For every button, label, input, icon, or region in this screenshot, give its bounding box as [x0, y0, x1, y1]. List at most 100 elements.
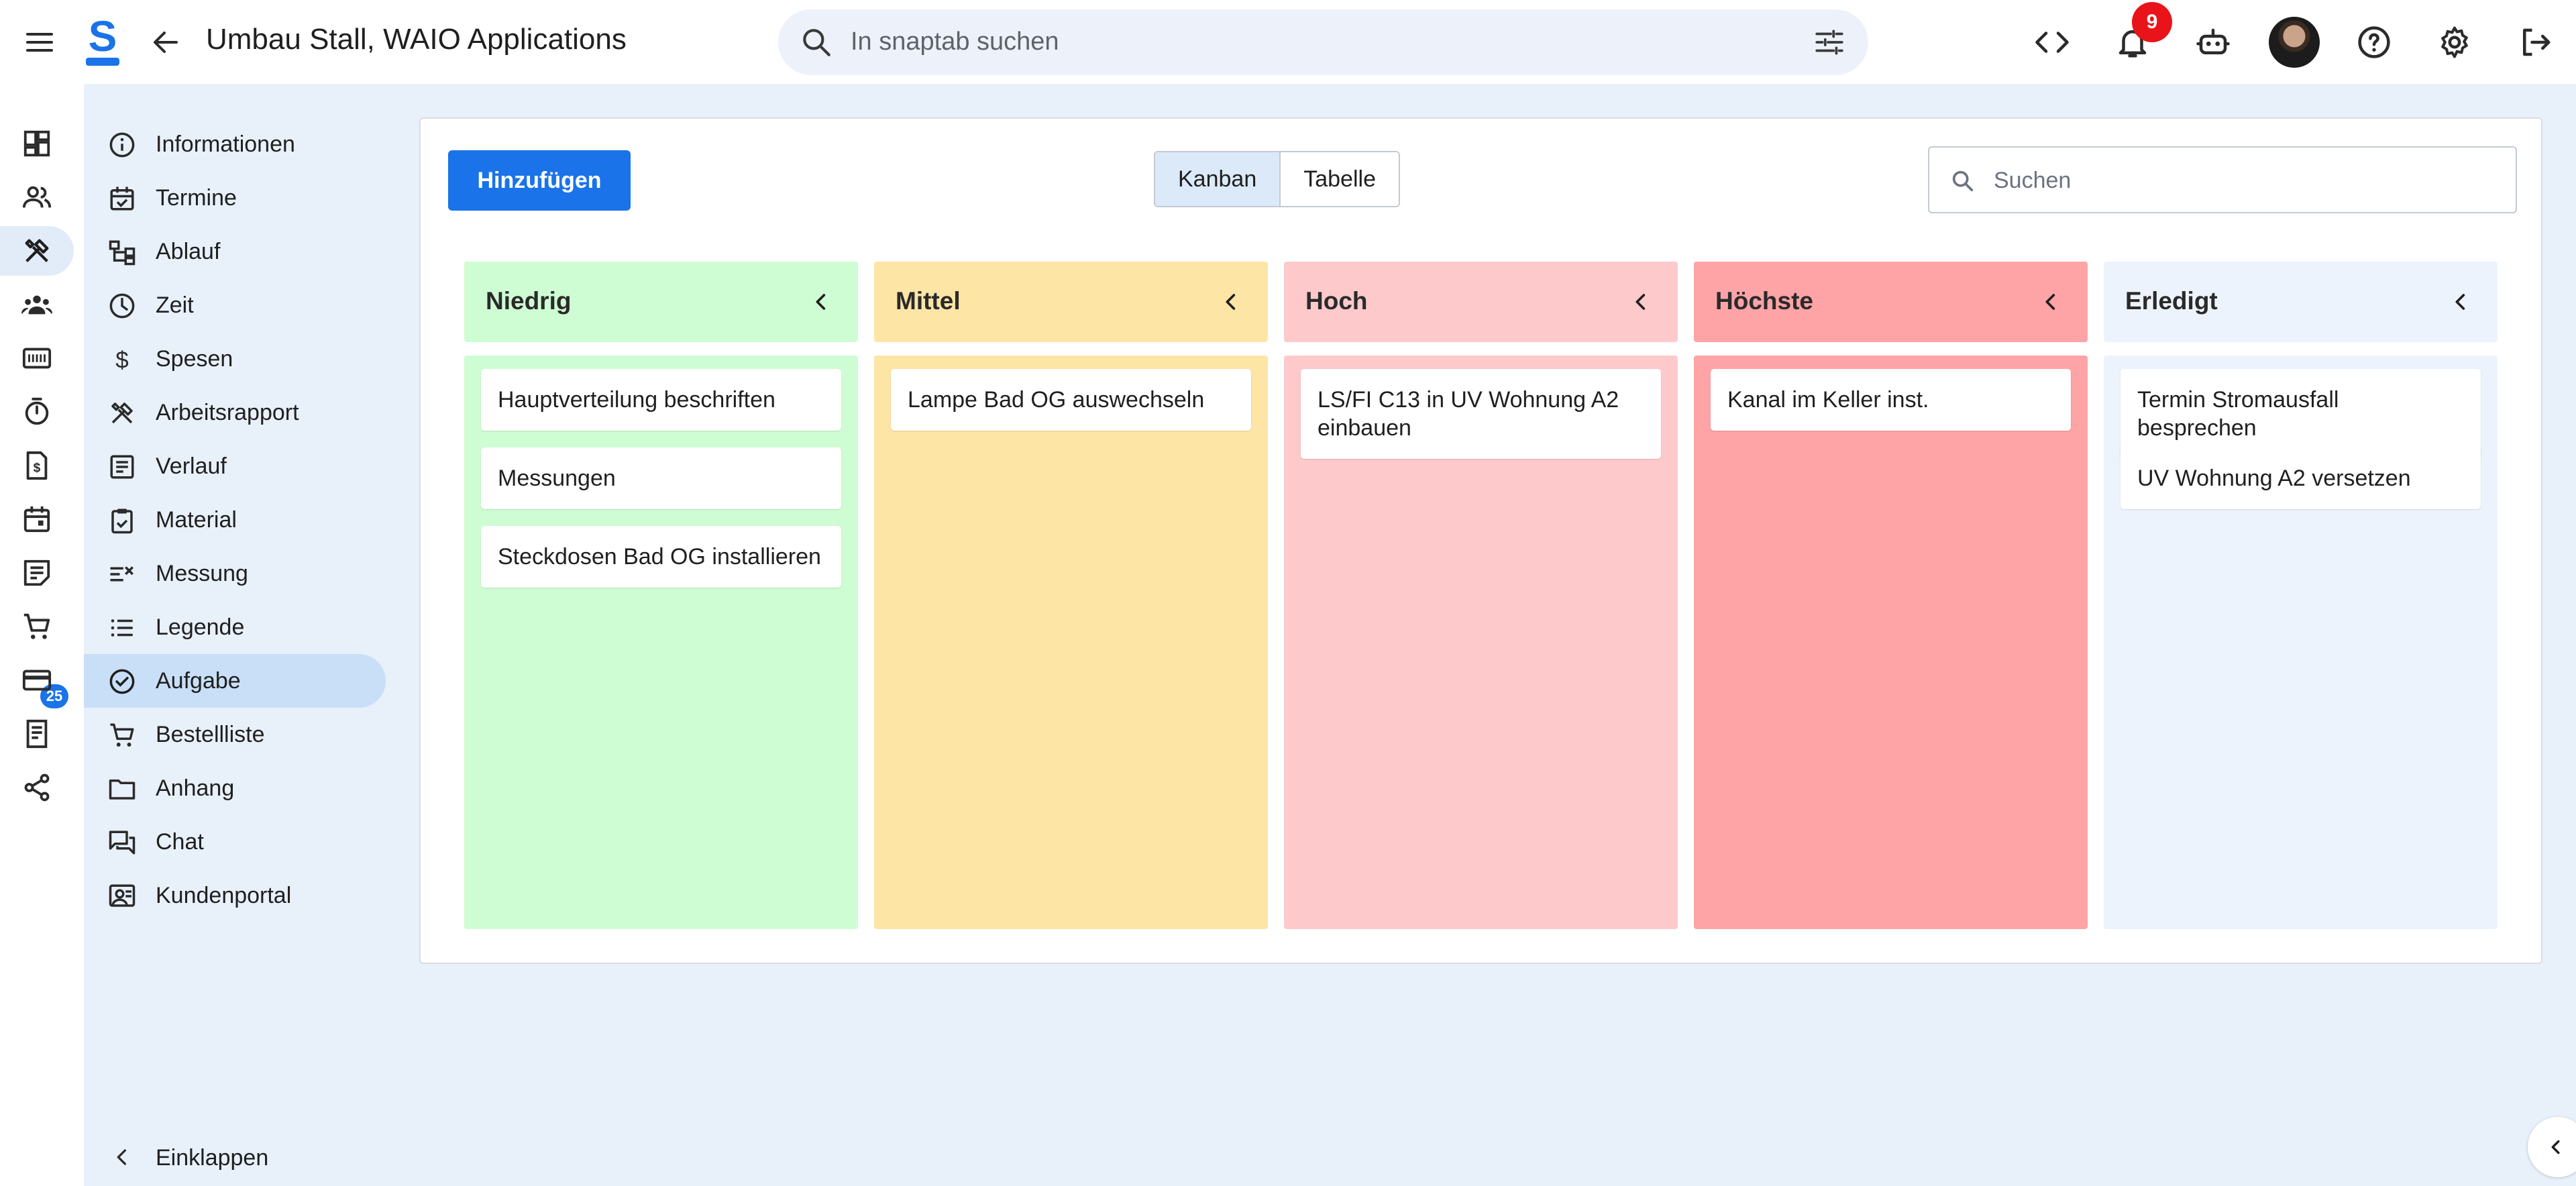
nav-item-spesen[interactable]: $ Spesen — [84, 332, 386, 386]
nav-item-material[interactable]: Material — [84, 493, 386, 547]
nav-item-kundenportal[interactable]: Kundenportal — [84, 869, 386, 922]
share-icon — [24, 773, 50, 802]
nav-item-ablauf[interactable]: Ablauf — [84, 225, 386, 278]
svg-text:S: S — [89, 16, 117, 60]
nav-item-termine[interactable]: Termine — [84, 171, 386, 225]
chevron-left-icon[interactable] — [1627, 287, 1656, 317]
invoice-icon: $ — [26, 451, 48, 480]
back-icon[interactable] — [142, 19, 189, 66]
nav-item-label: Bestellliste — [156, 721, 265, 747]
ticket-icon — [22, 347, 52, 369]
drawer-toggle-button[interactable] — [2528, 1117, 2576, 1177]
nav-item-anhang[interactable]: Anhang — [84, 761, 386, 815]
top-bar: S Umbau Stall, WAIO Applications In snap… — [0, 0, 2576, 84]
task-card[interactable]: Lampe Bad OG auswechseln — [891, 369, 1251, 431]
nav-item-label: Ablauf — [156, 238, 221, 264]
rail-timer[interactable] — [0, 387, 74, 437]
nav-item-label: Informationen — [156, 131, 295, 157]
chevron-left-icon[interactable] — [2037, 287, 2066, 317]
robot-icon[interactable] — [2190, 19, 2237, 66]
column-body-niedrig: Hauptverteilung beschriften Messungen St… — [464, 356, 858, 929]
logo-icon[interactable]: S — [79, 15, 126, 68]
nav-item-zeit[interactable]: Zeit — [84, 278, 386, 332]
timer-icon — [25, 397, 49, 425]
nav-item-informationen[interactable]: Informationen — [84, 117, 386, 171]
receipt-icon — [26, 719, 48, 749]
rail-tools[interactable] — [0, 226, 74, 276]
tasks-panel: Hinzufügen Kanban Tabelle Niedrig Hauptv… — [419, 117, 2542, 964]
svg-text:$: $ — [34, 462, 41, 476]
nav-item-arbeitsrapport[interactable]: Arbeitsrapport — [84, 386, 386, 439]
task-card[interactable]: Messungen — [481, 447, 841, 509]
rail-payments[interactable] — [0, 655, 74, 705]
column-header-hoch: Hoch — [1284, 262, 1678, 342]
notes-icon — [23, 559, 50, 586]
settings-icon[interactable] — [2431, 19, 2478, 66]
task-search-field[interactable] — [1928, 146, 2517, 213]
menu-icon[interactable] — [16, 19, 63, 66]
task-card[interactable]: Kanal im Keller inst. — [1711, 369, 2071, 431]
column-title: Hoch — [1305, 287, 1368, 315]
chevron-left-icon[interactable] — [1217, 287, 1246, 317]
rail-groups[interactable] — [0, 280, 74, 329]
nav-item-messung[interactable]: Messung — [84, 547, 386, 600]
help-icon[interactable] — [2351, 19, 2398, 66]
check-circle-icon — [108, 667, 136, 696]
rail-calendar[interactable] — [0, 494, 74, 544]
clipboard-icon — [108, 506, 136, 535]
task-card[interactable]: LS/FI C13 in UV Wohnung A2 einbauen — [1301, 369, 1661, 459]
tools-icon — [25, 239, 49, 262]
nav-item-aufgabe[interactable]: Aufgabe — [84, 654, 386, 708]
nav-item-label: Arbeitsrapport — [156, 399, 299, 425]
cart-icon — [108, 721, 136, 749]
column-body-hoch: LS/FI C13 in UV Wohnung A2 einbauen — [1284, 356, 1678, 929]
nav-item-label: Verlauf — [156, 453, 227, 479]
nav-item-label: Kundenportal — [156, 882, 292, 908]
calendar-check-icon — [108, 184, 136, 213]
nav-item-label: Anhang — [156, 775, 235, 801]
column-body-hoechste: Kanal im Keller inst. — [1694, 356, 2088, 929]
nav-item-label: Zeit — [156, 292, 194, 318]
task-card[interactable]: Steckdosen Bad OG installieren — [481, 526, 841, 588]
nav-item-bestellliste[interactable]: Bestellliste — [84, 708, 386, 761]
rail-dashboard[interactable] — [0, 119, 74, 168]
cart-badge: 25 — [40, 684, 68, 708]
nav-item-label: Termine — [156, 184, 237, 211]
task-card[interactable]: Termin Stromausfall besprechen — [2121, 369, 2481, 459]
nav-item-label: Material — [156, 506, 237, 533]
chevron-left-icon[interactable] — [2447, 287, 2476, 317]
view-table-tab[interactable]: Tabelle — [1281, 152, 1399, 206]
collapse-sidebar-button[interactable]: Einklappen — [84, 1130, 352, 1184]
rail-notes[interactable] — [0, 548, 74, 598]
view-toggle: Kanban Tabelle — [1154, 151, 1400, 207]
rail-tickets[interactable] — [0, 333, 74, 383]
filter-icon[interactable] — [1806, 19, 1853, 66]
add-task-button[interactable]: Hinzufügen — [448, 150, 631, 211]
task-card[interactable]: Hauptverteilung beschriften — [481, 369, 841, 431]
rail-invoices[interactable]: $ — [0, 441, 74, 490]
nav-item-verlauf[interactable]: Verlauf — [84, 439, 386, 493]
nav-item-chat[interactable]: Chat — [84, 815, 386, 869]
rail-cart[interactable] — [0, 602, 74, 651]
view-kanban-tab[interactable]: Kanban — [1155, 152, 1281, 206]
payment-icon — [22, 669, 52, 691]
task-card[interactable]: UV Wohnung A2 versetzen — [2121, 447, 2481, 509]
svg-text:$: $ — [115, 347, 128, 373]
avatar[interactable] — [2269, 17, 2320, 68]
rail-receipts[interactable] — [0, 709, 74, 759]
chevron-left-icon[interactable] — [807, 287, 837, 317]
clock-icon — [108, 292, 136, 320]
global-search-input[interactable]: In snaptab suchen — [778, 9, 1868, 75]
search-icon — [1949, 168, 1976, 195]
code-icon[interactable] — [2029, 19, 2076, 66]
dashboard-icon — [23, 130, 50, 157]
collapse-label: Einklappen — [156, 1145, 269, 1171]
logout-icon[interactable] — [2512, 19, 2559, 66]
rail-share[interactable] — [0, 763, 74, 812]
nav-item-legende[interactable]: Legende — [84, 600, 386, 654]
task-search-input[interactable] — [1994, 164, 2490, 197]
column-body-mittel: Lampe Bad OG auswechseln — [874, 356, 1268, 929]
history-icon — [108, 453, 136, 481]
rail-contacts[interactable] — [0, 172, 74, 222]
nav-item-label: Spesen — [156, 345, 233, 372]
